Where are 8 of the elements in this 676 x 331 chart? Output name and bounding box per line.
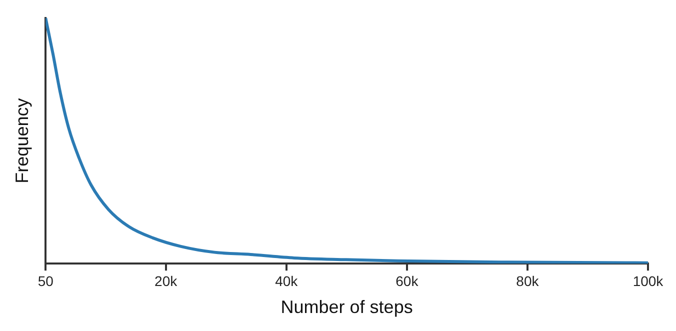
y-axis-title: Frequency [12,98,32,184]
x-tick-label: 60k [396,272,420,289]
x-tick-label: 20k [154,272,178,289]
x-tick-label: 40k [275,272,299,289]
x-tick-label: 80k [516,272,540,289]
x-tick-label: 100k [632,272,664,289]
x-tick-label: 50 [38,272,54,289]
x-axis-title: Number of steps [280,297,413,318]
